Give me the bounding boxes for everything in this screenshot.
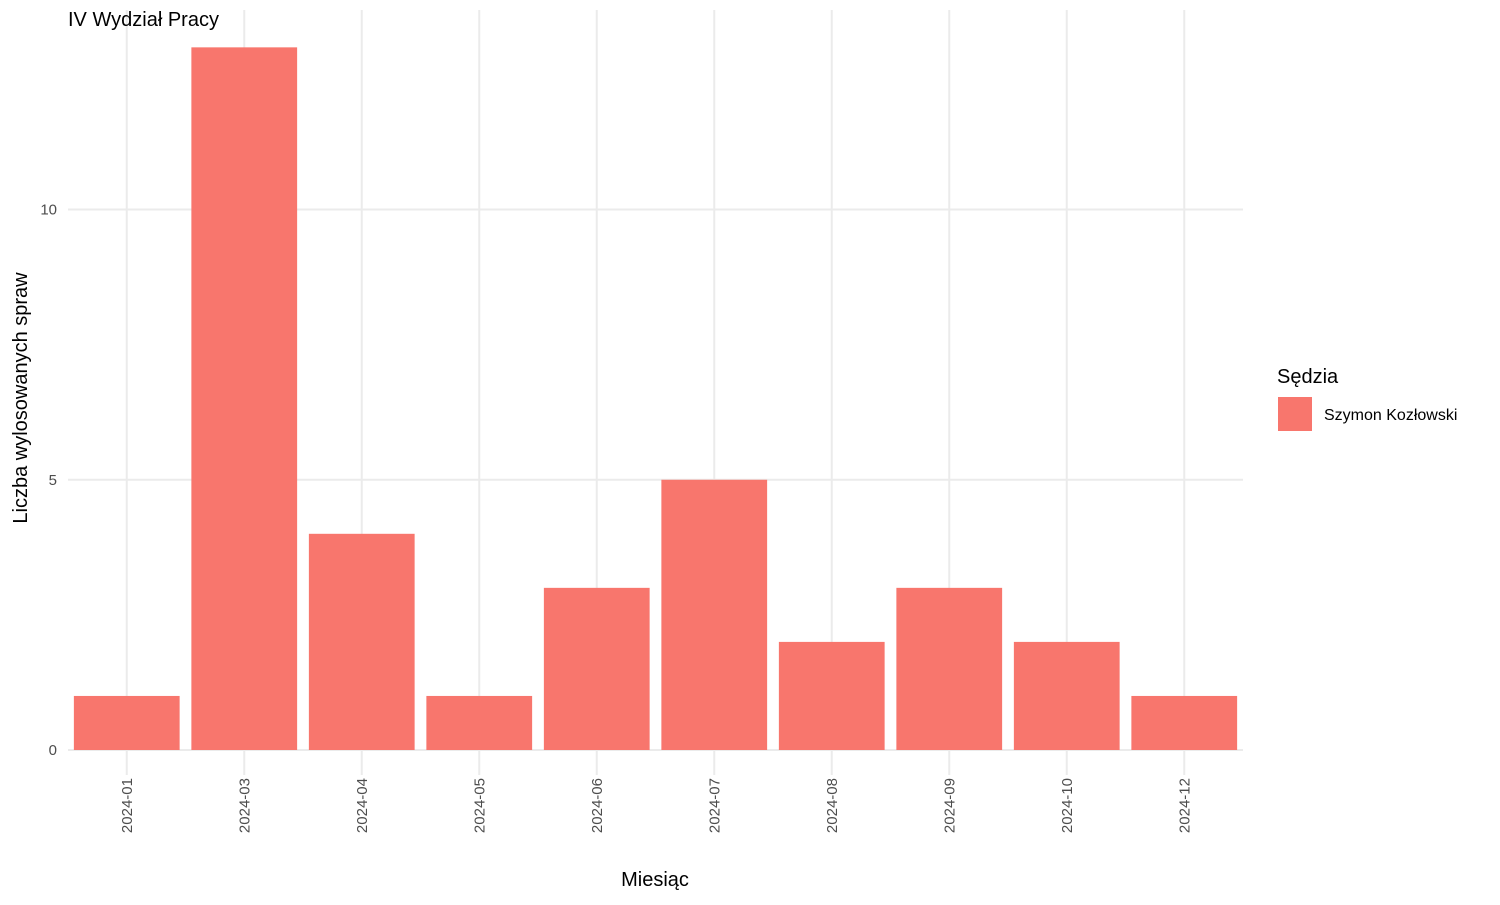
y-axis-ticks: 0 5 10: [40, 202, 57, 760]
x-tick-label-2024-06: 2024-06: [589, 778, 606, 833]
x-tick-label-2024-08: 2024-08: [824, 778, 841, 833]
x-tick-label-2024-12: 2024-12: [1176, 778, 1193, 833]
chart-title: IV Wydział Pracy: [68, 9, 219, 31]
bar-2024-07: [661, 479, 768, 750]
legend: Sędzia Szymon Kozłowski: [1277, 366, 1457, 431]
x-tick-label-2024-05: 2024-05: [471, 778, 488, 833]
bar-2024-09: [896, 587, 1003, 750]
legend-key-szymon-kozlowski: [1278, 397, 1312, 431]
x-tick-label-2024-07: 2024-07: [706, 778, 723, 833]
y-axis-title: Liczba wylosowanych spraw: [10, 272, 32, 524]
x-tick-label-2024-09: 2024-09: [941, 778, 958, 833]
legend-title: Sędzia: [1277, 366, 1339, 388]
bar-2024-01: [73, 695, 180, 750]
bar-2024-03: [191, 47, 298, 751]
x-tick-label-2024-04: 2024-04: [354, 778, 371, 833]
x-axis-ticks: 2024-01 2024-03 2024-04 2024-05 2024-06 2024-…: [119, 778, 1194, 833]
y-tick-label-10: 10: [40, 202, 57, 219]
bar-2024-12: [1131, 695, 1238, 750]
x-axis-title: Miesiąc: [621, 869, 689, 891]
bar-2024-10: [1013, 641, 1120, 750]
bars: [73, 47, 1238, 751]
y-tick-label-5: 5: [49, 472, 57, 489]
x-tick-label-2024-10: 2024-10: [1059, 778, 1076, 833]
bar-2024-04: [308, 533, 415, 750]
y-tick-label-0: 0: [49, 742, 57, 759]
x-tick-label-2024-01: 2024-01: [119, 778, 136, 833]
bar-2024-05: [426, 695, 533, 750]
bar-2024-08: [778, 641, 885, 750]
legend-label-szymon-kozlowski: Szymon Kozłowski: [1324, 407, 1457, 424]
x-tick-label-2024-03: 2024-03: [236, 778, 253, 833]
bar-2024-06: [543, 587, 650, 750]
